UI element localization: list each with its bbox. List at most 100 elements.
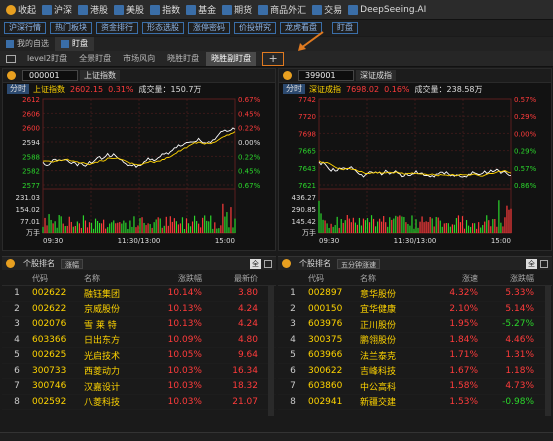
menu-hushen[interactable]: 沪深 (42, 3, 72, 16)
meigu-icon (114, 4, 125, 15)
y-pct-label: 0.45% (238, 110, 261, 118)
table-row[interactable]: 3 002076 雪 莱 特 10.13% 4.24 (2, 317, 276, 333)
row-val1: 10.09% (167, 334, 202, 345)
table-row[interactable]: 2 000150 宜华健康 2.10% 5.14% (278, 302, 552, 317)
table-row[interactable]: 3 603976 正川股份 1.95% -5.27% (278, 317, 552, 333)
tab-level2[interactable]: level2盯盘 (27, 53, 68, 63)
row-val2: 1.18% (505, 365, 534, 376)
tab-panorama[interactable]: 全景盯盘 (79, 53, 112, 63)
add-tab-button[interactable]: + (262, 51, 285, 66)
left-period-button[interactable]: 分时 (7, 84, 29, 94)
lock-icon[interactable] (282, 259, 291, 268)
col-price[interactable]: 最新价 (234, 274, 258, 283)
tool-pattern-select[interactable]: 形态选股 (142, 22, 184, 34)
row-name: 日出东方 (84, 336, 121, 347)
col-code[interactable]: 代码 (308, 274, 324, 283)
lock-icon[interactable] (283, 71, 292, 80)
row-rank: 6 (290, 365, 296, 376)
table-row[interactable]: 6 300733 西菱动力 10.03% 16.34 (2, 364, 276, 379)
tab-xiaosheng-sub[interactable]: 晓胜副盯盘 (206, 51, 257, 66)
right-all-button[interactable]: 全 (526, 258, 537, 269)
jiaoyi-icon (312, 4, 323, 15)
table-row[interactable]: 1 002897 意华股份 4.32% 5.33% (278, 286, 552, 302)
left-info-row: 分时 上证指数 2602.15 0.31% 成交量：150.7万 (3, 83, 275, 95)
tool-fund-ranking[interactable]: 资金排行 (96, 22, 138, 34)
table-row[interactable]: 7 603860 中公高科 1.58% 4.73% (278, 379, 552, 395)
row-name: 吉峰科技 (360, 367, 397, 378)
tab-monitor[interactable]: 盯盘 (55, 37, 94, 51)
y-pct-label: 0.57% (514, 165, 537, 173)
table-row[interactable]: 8 002941 新疆交建 1.53% -0.98% (278, 395, 552, 410)
row-name: 法兰泰克 (360, 351, 397, 362)
y-pct-label: 0.29% (514, 113, 537, 121)
lock-icon[interactable] (6, 259, 15, 268)
table-row[interactable]: 5 002625 光启技术 10.05% 9.64 (2, 348, 276, 364)
menu-meigu[interactable]: 美股 (114, 3, 144, 16)
tool-limit-up-code[interactable]: 涨停密码 (188, 22, 230, 34)
col-code[interactable]: 代码 (32, 274, 48, 283)
tab-market-wind[interactable]: 市场风向 (123, 53, 156, 63)
layout-icon[interactable] (6, 54, 16, 63)
y-tick-label: 7665 (298, 148, 316, 156)
y-tick-label: 2577 (22, 182, 40, 190)
right-period-button[interactable]: 分时 (283, 84, 305, 94)
row-name: 中公高科 (360, 382, 397, 393)
annotation-arrow (298, 31, 324, 51)
right-code-input[interactable]: 399001 (298, 70, 354, 81)
lock-icon[interactable] (7, 71, 16, 80)
row-val2: 16.34 (232, 365, 258, 376)
tool-hot-sectors[interactable]: 热门板块 (50, 22, 92, 34)
window-icon[interactable] (540, 259, 548, 268)
tool-dragon-tiger[interactable]: 龙虎看盘 (280, 22, 322, 34)
menu-zhishu[interactable]: 指数 (150, 3, 180, 16)
row-code: 002625 (32, 350, 67, 361)
vol-tick-label: 436.27 (292, 194, 317, 202)
table-row[interactable]: 7 300746 汉嘉设计 10.03% 18.32 (2, 379, 276, 395)
col-speed[interactable]: 涨速 (462, 274, 478, 283)
table-row[interactable]: 4 300375 鹏翎股份 1.84% 4.46% (278, 333, 552, 348)
menu-jijin[interactable]: 基金 (186, 3, 216, 16)
tool-monitor[interactable]: 盯盘 (332, 22, 358, 34)
col-name[interactable]: 名称 (360, 274, 376, 283)
right-scrollbar[interactable] (545, 286, 551, 416)
tab-watchlist[interactable]: 我的自选 (0, 37, 55, 51)
left-sort-select[interactable]: 涨幅 (61, 258, 83, 269)
left-scrollbar[interactable] (268, 286, 274, 416)
table-row[interactable]: 5 603966 法兰泰克 1.71% 1.31% (278, 348, 552, 364)
left-all-button[interactable]: 全 (250, 258, 261, 269)
table-row[interactable]: 8 002592 八菱科技 10.03% 21.07 (2, 395, 276, 410)
x-tick-label: 09:30 (319, 237, 339, 245)
row-val2: 4.80 (237, 334, 258, 345)
row-name: 新疆交建 (360, 398, 397, 409)
col-change[interactable]: 涨跌幅 (510, 274, 534, 283)
right-sort-select[interactable]: 五分钟涨速 (337, 258, 380, 269)
row-rank: 8 (14, 396, 20, 407)
window-icon[interactable] (264, 259, 272, 268)
col-name[interactable]: 名称 (84, 274, 100, 283)
row-val2: 21.07 (232, 396, 258, 407)
row-val2: 5.14% (505, 303, 534, 314)
collapse-button[interactable]: 收起 (6, 3, 36, 16)
table-row[interactable]: 4 603366 日出东方 10.09% 4.80 (2, 333, 276, 348)
menu-shangpin[interactable]: 商品外汇 (258, 3, 306, 16)
table-row[interactable]: 6 300622 吉峰科技 1.67% 1.18% (278, 364, 552, 379)
tool-hushen-quotes[interactable]: 沪深行情 (4, 22, 46, 34)
row-val1: 10.03% (167, 396, 202, 407)
menu-qihuo[interactable]: 期货 (222, 3, 252, 16)
menu-jiaoyi[interactable]: 交易 (312, 3, 342, 16)
row-rank: 2 (290, 303, 296, 314)
row-val1: 1.71% (449, 350, 478, 361)
left-code-input[interactable]: 000001 (22, 70, 78, 81)
table-row[interactable]: 1 002622 融钰集团 10.14% 3.80 (2, 286, 276, 302)
tool-value-research[interactable]: 价投研究 (234, 22, 276, 34)
ganggu-icon (78, 4, 89, 15)
table-row[interactable]: 2 002622 京威股份 10.13% 4.24 (2, 302, 276, 317)
col-change[interactable]: 涨跌幅 (178, 274, 202, 283)
menu-ganggu[interactable]: 港股 (78, 3, 108, 16)
row-val1: 1.67% (449, 365, 478, 376)
row-rank: 3 (290, 319, 296, 330)
sub-tabs: level2盯盘 全景盯盘 市场风向 晓胜盯盘 晓胜副盯盘 + (0, 51, 553, 67)
tab-xiaosheng[interactable]: 晓胜盯盘 (167, 53, 200, 63)
menu-deepseeing[interactable]: DeepSeeing.AI (348, 4, 426, 15)
left-info-name: 上证指数 (33, 84, 65, 94)
